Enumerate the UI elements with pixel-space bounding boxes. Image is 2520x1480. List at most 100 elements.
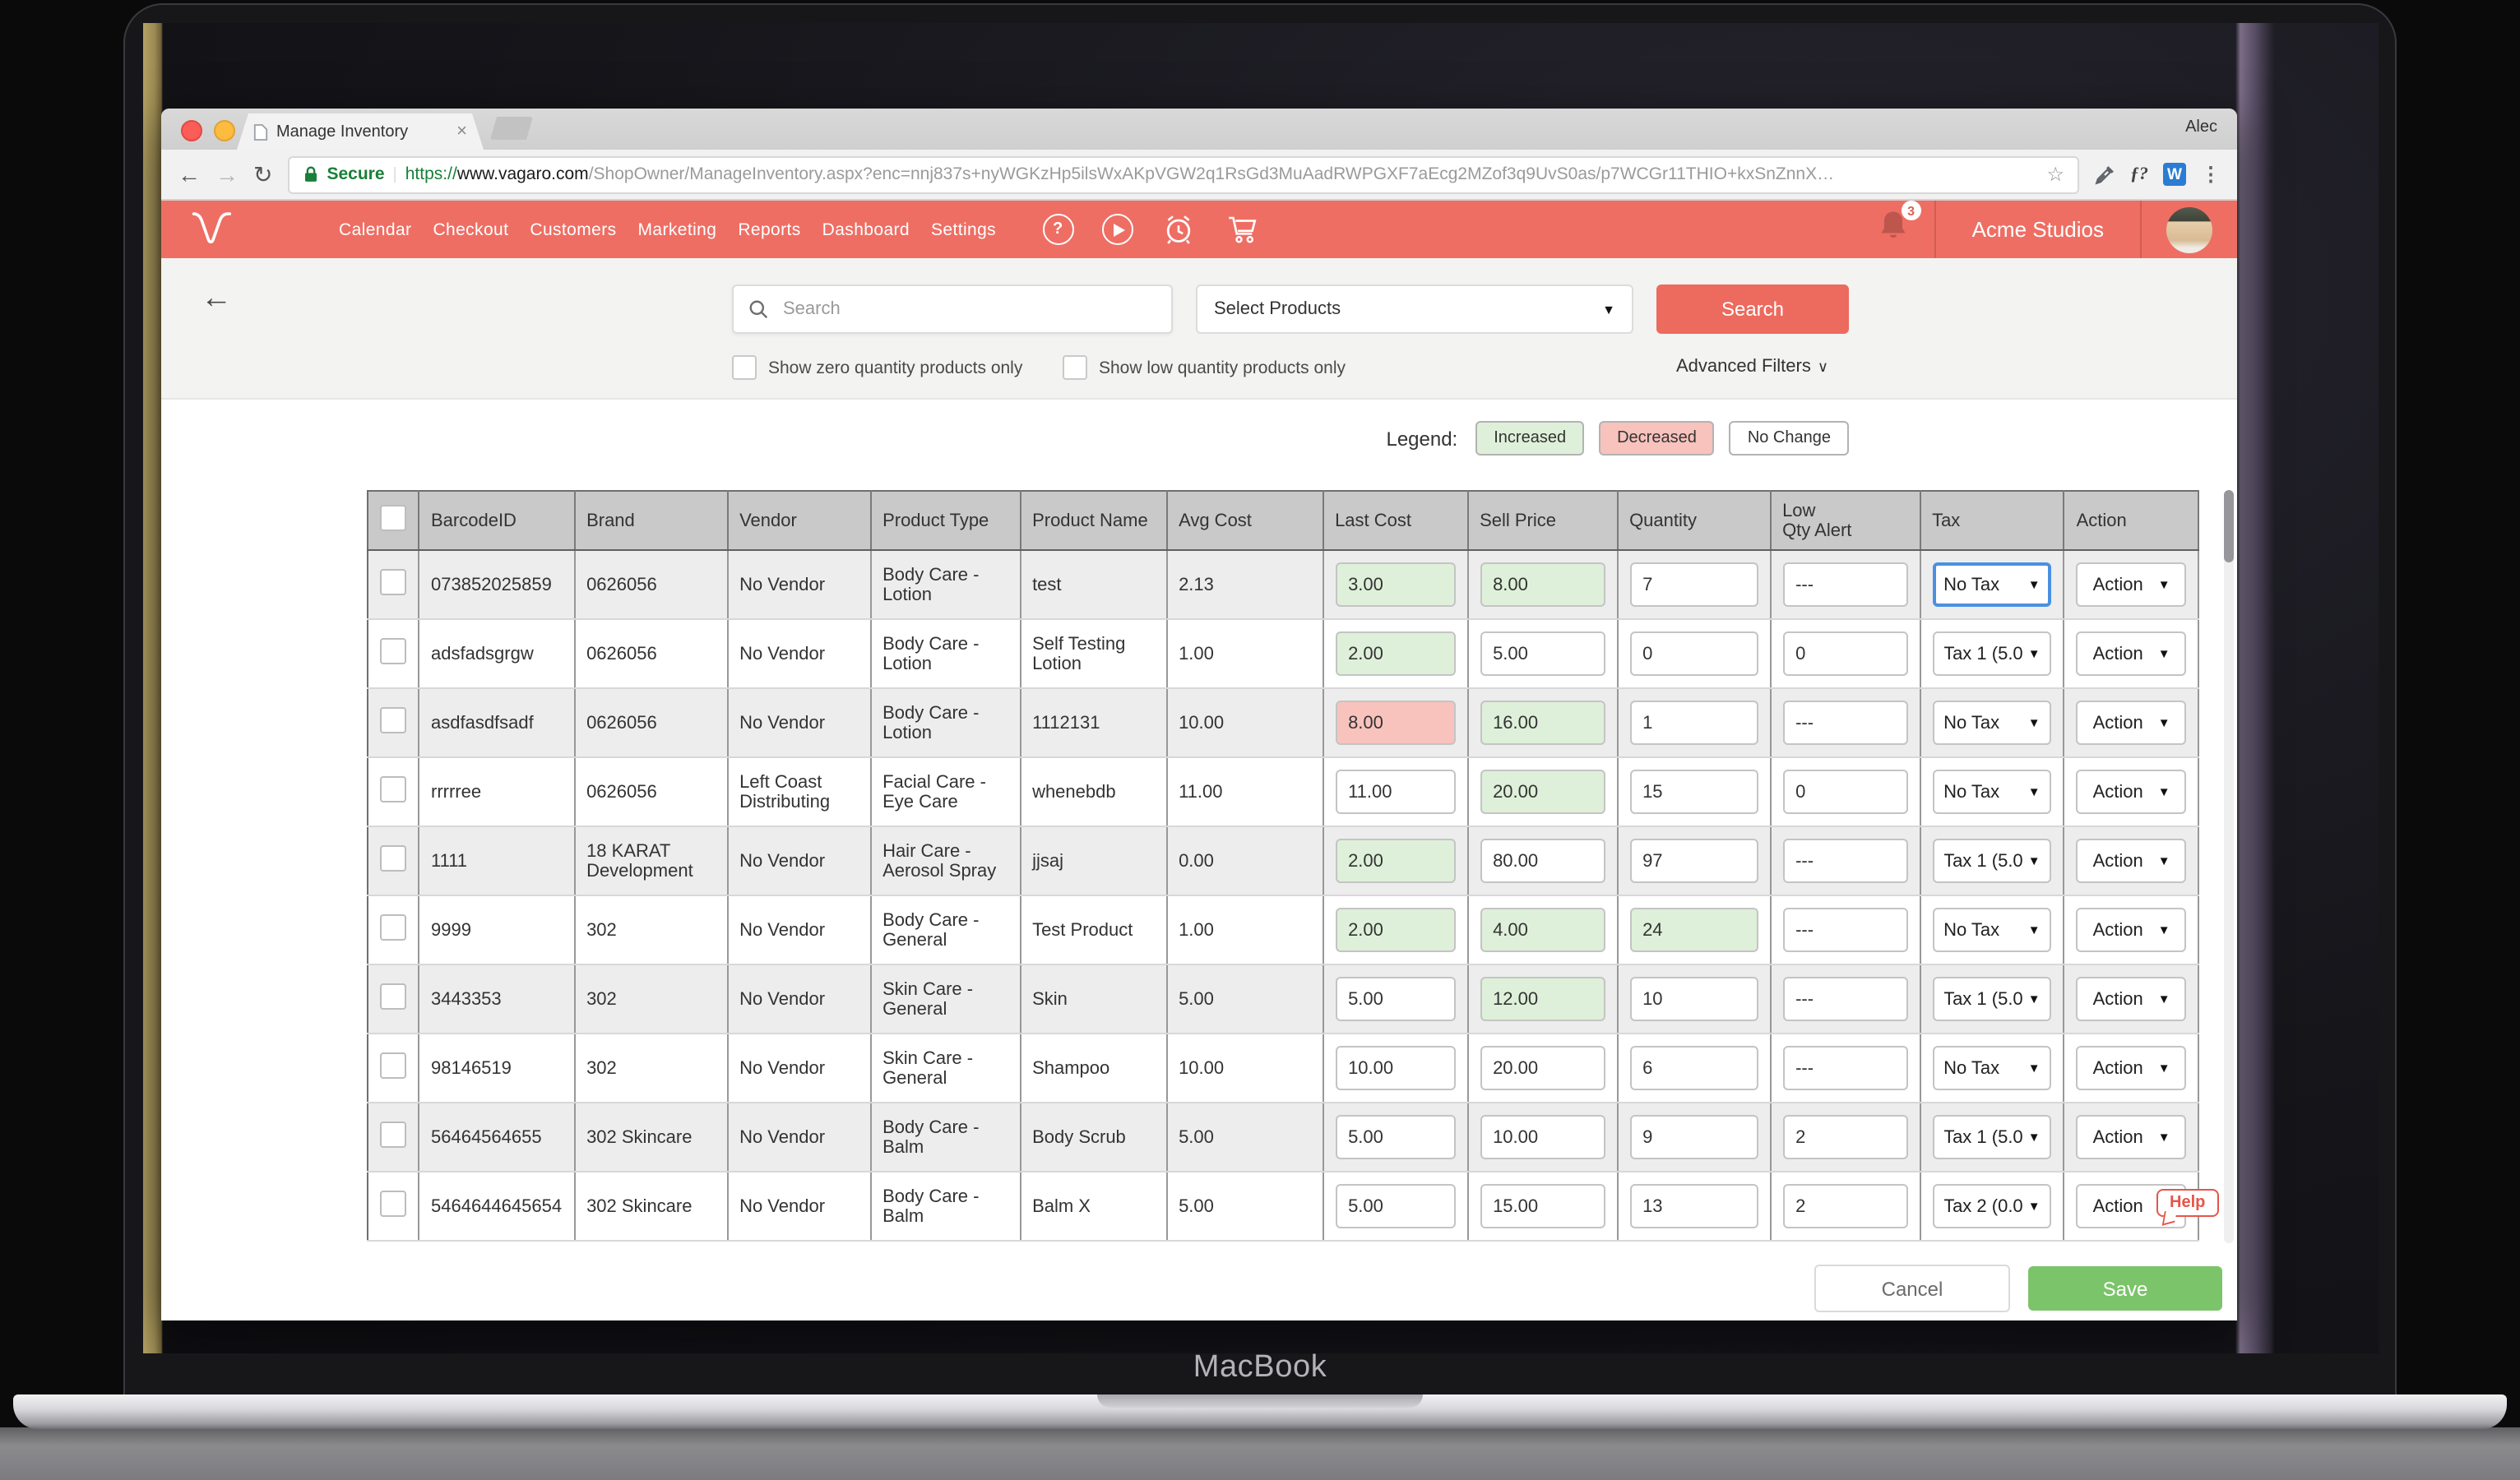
business-name[interactable]: Acme Studios — [1971, 217, 2104, 242]
w-extension-icon[interactable]: W — [2163, 163, 2186, 186]
last-cost-input[interactable]: 5.00 — [1335, 1184, 1456, 1228]
sell-price-input[interactable]: 16.00 — [1480, 701, 1605, 745]
browser-profile-name[interactable]: Alec — [2185, 118, 2217, 136]
row-checkbox[interactable] — [368, 550, 419, 620]
low-qty-alert-input[interactable]: --- — [1782, 839, 1908, 883]
low-qty-alert-input[interactable]: 0 — [1782, 770, 1908, 814]
sell-price-input[interactable]: 80.00 — [1480, 839, 1605, 883]
help-bubble[interactable]: Help — [2156, 1189, 2219, 1217]
last-cost-input[interactable]: 2.00 — [1335, 839, 1456, 883]
quantity-input[interactable]: 24 — [1629, 908, 1758, 952]
action-dropdown[interactable]: Action▼ — [2076, 977, 2187, 1021]
quantity-input[interactable]: 15 — [1629, 770, 1758, 814]
quantity-input[interactable]: 1 — [1629, 701, 1758, 745]
eyedropper-extension-icon[interactable] — [2094, 164, 2115, 185]
tax-select[interactable]: Tax 1 (5.0 ▼ — [1932, 1115, 2052, 1159]
quantity-input[interactable]: 6 — [1629, 1046, 1758, 1090]
sell-price-input[interactable]: 15.00 — [1480, 1184, 1605, 1228]
row-checkbox[interactable] — [368, 895, 419, 965]
quantity-input[interactable]: 97 — [1629, 839, 1758, 883]
action-dropdown[interactable]: Action▼ — [2076, 839, 2187, 883]
nav-item-customers[interactable]: Customers — [530, 220, 617, 239]
search-input[interactable] — [780, 298, 1156, 321]
low-qty-alert-input[interactable]: --- — [1782, 977, 1908, 1021]
tab-close-icon[interactable]: × — [456, 121, 467, 141]
browser-menu-icon[interactable]: ⋮ — [2201, 163, 2221, 186]
low-qty-alert-input[interactable]: 2 — [1782, 1184, 1908, 1228]
tax-select[interactable]: Tax 1 (5.0 ▼ — [1932, 977, 2052, 1021]
nav-item-calendar[interactable]: Calendar — [339, 220, 412, 239]
sell-price-input[interactable]: 5.00 — [1480, 631, 1605, 676]
tax-select[interactable]: Tax 1 (5.0 ▼ — [1932, 631, 2052, 676]
save-button[interactable]: Save — [2028, 1266, 2222, 1311]
low-qty-alert-input[interactable]: 2 — [1782, 1115, 1908, 1159]
nav-item-marketing[interactable]: Marketing — [637, 220, 717, 239]
low-quantity-filter[interactable]: Show low quantity products only — [1063, 355, 1346, 380]
sell-price-input[interactable]: 4.00 — [1480, 908, 1605, 952]
nav-item-reports[interactable]: Reports — [738, 220, 801, 239]
tax-select[interactable]: No Tax ▼ — [1932, 562, 2052, 607]
action-dropdown[interactable]: Action▼ — [2076, 1046, 2187, 1090]
shopping-cart-icon[interactable] — [1223, 212, 1259, 247]
tax-select[interactable]: Tax 1 (5.0 ▼ — [1932, 839, 2052, 883]
bookmark-star-icon[interactable]: ☆ — [2046, 163, 2064, 186]
last-cost-input[interactable]: 5.00 — [1335, 977, 1456, 1021]
quantity-input[interactable]: 7 — [1629, 562, 1758, 607]
sell-price-input[interactable]: 20.00 — [1480, 1046, 1605, 1090]
search-box[interactable] — [732, 284, 1173, 334]
browser-tab[interactable]: Manage Inventory × — [237, 113, 484, 150]
low-qty-alert-input[interactable]: --- — [1782, 908, 1908, 952]
alarm-clock-icon[interactable] — [1160, 212, 1195, 247]
nav-item-dashboard[interactable]: Dashboard — [822, 220, 910, 239]
search-button[interactable]: Search — [1656, 284, 1849, 334]
quantity-input[interactable]: 13 — [1629, 1184, 1758, 1228]
play-circle-icon[interactable] — [1101, 214, 1133, 245]
scrollbar-thumb[interactable] — [2224, 490, 2234, 562]
quantity-input[interactable]: 0 — [1629, 631, 1758, 676]
nav-item-settings[interactable]: Settings — [931, 220, 997, 239]
sell-price-input[interactable]: 8.00 — [1480, 562, 1605, 607]
close-window-button[interactable] — [181, 120, 202, 141]
advanced-filters-toggle[interactable]: Advanced Filters ∨ — [1676, 357, 1829, 377]
back-button[interactable]: ← — [178, 161, 201, 187]
checkbox[interactable] — [1063, 355, 1087, 380]
quantity-input[interactable]: 10 — [1629, 977, 1758, 1021]
last-cost-input[interactable]: 11.00 — [1335, 770, 1456, 814]
product-select-dropdown[interactable]: Select Products ▼ — [1196, 284, 1633, 334]
last-cost-input[interactable]: 8.00 — [1335, 701, 1456, 745]
new-tab-button[interactable] — [490, 117, 533, 140]
action-dropdown[interactable]: Action▼ — [2076, 562, 2187, 607]
zero-quantity-filter[interactable]: Show zero quantity products only — [732, 355, 1022, 380]
row-checkbox[interactable] — [368, 688, 419, 758]
tax-select[interactable]: No Tax ▼ — [1932, 1046, 2052, 1090]
action-dropdown[interactable]: Action▼ — [2076, 1115, 2187, 1159]
quantity-input[interactable]: 9 — [1629, 1115, 1758, 1159]
last-cost-input[interactable]: 2.00 — [1335, 631, 1456, 676]
action-dropdown[interactable]: Action▼ — [2076, 631, 2187, 676]
notifications-bell[interactable]: 3 — [1875, 201, 1921, 252]
help-circle-icon[interactable]: ? — [1042, 214, 1074, 245]
reload-button[interactable]: ↻ — [253, 161, 273, 187]
sell-price-input[interactable]: 10.00 — [1480, 1115, 1605, 1159]
row-checkbox[interactable] — [368, 757, 419, 827]
sell-price-input[interactable]: 12.00 — [1480, 977, 1605, 1021]
row-checkbox[interactable] — [368, 964, 419, 1034]
back-arrow-icon[interactable]: ← — [201, 281, 232, 316]
last-cost-input[interactable]: 5.00 — [1335, 1115, 1456, 1159]
tax-select[interactable]: No Tax ▼ — [1932, 908, 2052, 952]
vagaro-logo[interactable] — [188, 207, 237, 252]
row-checkbox[interactable] — [368, 826, 419, 896]
last-cost-input[interactable]: 10.00 — [1335, 1046, 1456, 1090]
last-cost-input[interactable]: 2.00 — [1335, 908, 1456, 952]
tax-select[interactable]: Tax 2 (0.0 ▼ — [1932, 1184, 2052, 1228]
user-avatar[interactable] — [2166, 206, 2212, 252]
checkbox[interactable] — [732, 355, 757, 380]
minimize-window-button[interactable] — [214, 120, 235, 141]
row-checkbox[interactable] — [368, 1172, 419, 1242]
action-dropdown[interactable]: Action▼ — [2076, 770, 2187, 814]
low-qty-alert-input[interactable]: --- — [1782, 562, 1908, 607]
tax-select[interactable]: No Tax ▼ — [1932, 701, 2052, 745]
cancel-button[interactable]: Cancel — [1814, 1265, 2010, 1312]
row-checkbox[interactable] — [368, 1103, 419, 1172]
tax-select[interactable]: No Tax ▼ — [1932, 770, 2052, 814]
